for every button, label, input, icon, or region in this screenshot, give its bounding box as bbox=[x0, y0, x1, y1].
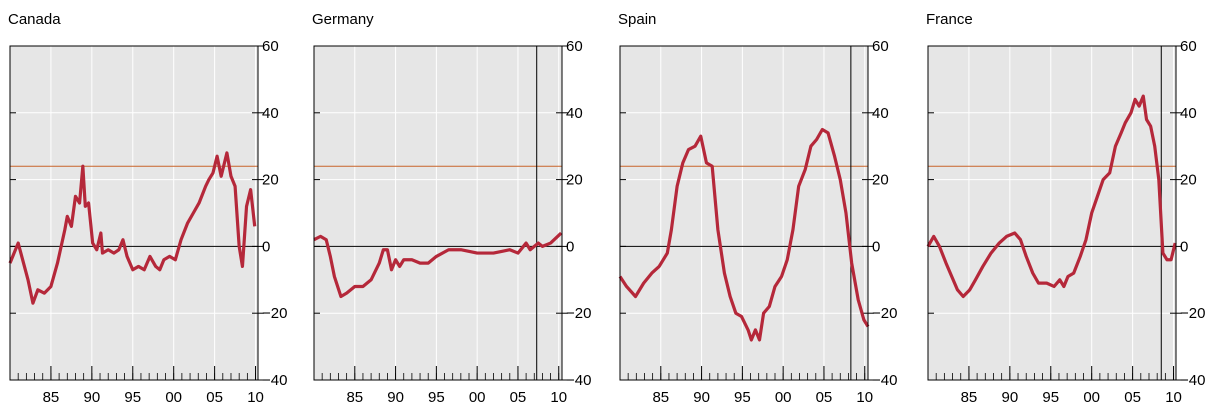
y-tick-label: 60 bbox=[872, 38, 889, 55]
y-tick-label: 0 bbox=[566, 238, 574, 255]
data-line bbox=[313, 231, 563, 299]
y-tick-label: 40 bbox=[1180, 105, 1197, 122]
x-tick-label: 90 bbox=[1002, 389, 1019, 406]
x-tick-label: 10 bbox=[856, 389, 873, 406]
plot-background bbox=[620, 46, 868, 380]
y-tick-label: 0 bbox=[1180, 238, 1188, 255]
y-tick-label: 60 bbox=[566, 38, 583, 55]
y-tick-label: −40 bbox=[566, 372, 591, 389]
x-tick-label: 10 bbox=[1165, 389, 1182, 406]
y-tick-label: −40 bbox=[1180, 372, 1205, 389]
data-line bbox=[8, 151, 257, 305]
panel: Spain 85 90 95 00 05 10−40 −20 0 20 40 60 bbox=[618, 11, 897, 406]
x-tick-label: 05 bbox=[510, 389, 527, 406]
panel: Canada 85 90 95 00 05 10−40 −20 0 20 40 60 bbox=[8, 11, 287, 406]
y-tick-label: −20 bbox=[1180, 305, 1205, 322]
panel-title: Canada bbox=[8, 11, 61, 28]
y-tick-label: −40 bbox=[872, 372, 897, 389]
y-tick-label: 20 bbox=[872, 172, 889, 189]
panel-title: France bbox=[926, 11, 973, 28]
panel-title: Spain bbox=[618, 11, 656, 28]
plot-background bbox=[314, 46, 562, 380]
x-tick-label: 05 bbox=[1124, 389, 1141, 406]
y-tick-label: 0 bbox=[262, 238, 270, 255]
x-tick-label: 05 bbox=[206, 389, 223, 406]
x-tick-label: 90 bbox=[693, 389, 710, 406]
y-tick-label: 40 bbox=[872, 105, 889, 122]
y-tick-label: −20 bbox=[872, 305, 897, 322]
x-tick-label: 85 bbox=[652, 389, 669, 406]
x-tick-label: 10 bbox=[247, 389, 264, 406]
plot-background bbox=[10, 46, 258, 380]
y-tick-label: 40 bbox=[262, 105, 279, 122]
y-tick-label: 60 bbox=[1180, 38, 1197, 55]
x-tick-label: 00 bbox=[775, 389, 792, 406]
x-tick-label: 00 bbox=[1083, 389, 1100, 406]
x-tick-label: 05 bbox=[816, 389, 833, 406]
y-tick-label: 0 bbox=[872, 238, 880, 255]
y-tick-label: 40 bbox=[566, 105, 583, 122]
x-tick-label: 85 bbox=[961, 389, 978, 406]
plot-frame bbox=[927, 45, 1177, 381]
plot-background bbox=[928, 46, 1176, 380]
plot-frame bbox=[9, 45, 259, 381]
y-tick-label: −20 bbox=[566, 305, 591, 322]
x-tick-label: 95 bbox=[428, 389, 445, 406]
panel-title: Germany bbox=[312, 11, 374, 28]
y-tick-label: −20 bbox=[262, 305, 287, 322]
x-tick-label: 00 bbox=[165, 389, 182, 406]
panel: France 85 90 95 00 05 10−40 −20 0 20 40 60 bbox=[926, 11, 1205, 406]
plot-frame bbox=[313, 45, 563, 381]
y-tick-label: 20 bbox=[1180, 172, 1197, 189]
data-line bbox=[926, 94, 1177, 299]
x-tick-label: 95 bbox=[734, 389, 751, 406]
plot-frame bbox=[619, 45, 869, 381]
panel: Germany 85 90 95 00 05 10−40 −20 0 20 40 60 bbox=[312, 11, 591, 406]
x-tick-label: 85 bbox=[43, 389, 60, 406]
y-tick-label: 20 bbox=[566, 172, 583, 189]
y-tick-label: 20 bbox=[262, 172, 279, 189]
x-tick-label: 85 bbox=[346, 389, 363, 406]
data-line bbox=[618, 127, 870, 342]
x-tick-label: 95 bbox=[1042, 389, 1059, 406]
y-tick-label: 60 bbox=[262, 38, 279, 55]
x-tick-label: 90 bbox=[387, 389, 404, 406]
x-tick-label: 90 bbox=[84, 389, 101, 406]
x-tick-label: 00 bbox=[469, 389, 486, 406]
x-tick-label: 95 bbox=[124, 389, 141, 406]
x-tick-label: 10 bbox=[550, 389, 567, 406]
y-tick-label: −40 bbox=[262, 372, 287, 389]
